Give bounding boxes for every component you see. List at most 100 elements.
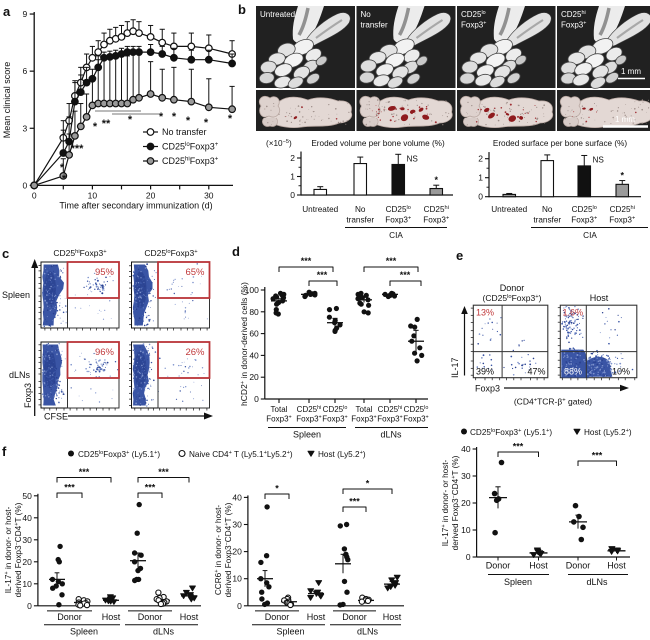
- svg-text:Eroded surface per bone surfac: Eroded surface per bone surface (%): [493, 139, 628, 148]
- svg-text:***: ***: [79, 467, 90, 477]
- svg-text:transfer: transfer: [533, 216, 561, 225]
- svg-text:Foxp3+​: Foxp3+​: [461, 21, 486, 30]
- svg-text:*: *: [172, 111, 177, 123]
- svg-text:Foxp3+​: Foxp3+​: [377, 415, 402, 424]
- svg-text:Donor: Donor: [57, 612, 82, 622]
- svg-text:dLNs: dLNs: [153, 627, 175, 637]
- svg-text:0: 0: [27, 601, 32, 611]
- svg-text:*: *: [93, 121, 98, 133]
- svg-text:***: ***: [158, 467, 169, 477]
- svg-text:CD25lo​Foxp3+​: CD25lo​Foxp3+​: [162, 141, 219, 151]
- svg-text:0: 0: [237, 601, 242, 611]
- svg-text:No: No: [355, 205, 366, 214]
- svg-text:*: *: [60, 162, 65, 174]
- svg-text:Spleen: Spleen: [2, 290, 30, 300]
- svg-text:CD25lo​Foxp3+​: CD25lo​Foxp3+​: [144, 248, 198, 258]
- svg-text:3: 3: [22, 123, 27, 133]
- svg-text:IL-17+​ in donor- or host-: IL-17+​ in donor- or host-: [4, 506, 13, 593]
- svg-text:Spleen: Spleen: [293, 430, 321, 440]
- svg-text:Host: Host: [529, 561, 548, 571]
- svg-text:30: 30: [22, 535, 32, 545]
- svg-text:1 mm: 1 mm: [615, 115, 635, 124]
- svg-text:dLNs: dLNs: [380, 430, 402, 440]
- svg-text:10: 10: [232, 574, 242, 584]
- svg-text:Donor: Donor: [566, 561, 591, 571]
- svg-text:***: ***: [513, 442, 524, 452]
- svg-text:(×10−5​): (×10−5​): [266, 139, 292, 148]
- svg-text:0: 0: [478, 192, 483, 202]
- svg-text:Foxp3: Foxp3: [23, 383, 33, 408]
- svg-text:Host: Host: [590, 293, 609, 303]
- svg-text:*: *: [186, 115, 191, 127]
- svg-text:20: 20: [22, 557, 32, 567]
- svg-text:*: *: [620, 171, 624, 181]
- svg-text:Untreated: Untreated: [260, 10, 295, 19]
- svg-text:0: 0: [32, 190, 37, 200]
- svg-text:Foxp3+​: Foxp3+​: [385, 215, 411, 224]
- svg-text:40: 40: [249, 350, 259, 360]
- svg-text:*: *: [434, 175, 438, 185]
- svg-text:***: ***: [400, 270, 411, 280]
- svg-text:***: ***: [301, 256, 312, 266]
- svg-text:Foxp3+​: Foxp3+​: [403, 415, 428, 424]
- svg-text:CD25lo​Foxp3+​ (Ly5.1+​): CD25lo​Foxp3+​ (Ly5.1+​): [78, 450, 160, 459]
- svg-text:CD25hi​Foxp3+​: CD25hi​Foxp3+​: [53, 248, 107, 258]
- svg-text:CD25hi​Foxp3+​: CD25hi​Foxp3+​: [162, 156, 219, 166]
- svg-text:NS: NS: [593, 155, 605, 164]
- svg-text:*: *: [204, 117, 209, 129]
- svg-text:No: No: [361, 10, 372, 19]
- svg-text:b: b: [238, 2, 246, 17]
- svg-text:a: a: [3, 4, 11, 19]
- svg-text:Foxp3+​: Foxp3+​: [423, 215, 449, 224]
- svg-text:30: 30: [232, 520, 242, 530]
- svg-text:Donor: Donor: [138, 612, 163, 622]
- svg-text:Untreated: Untreated: [491, 205, 527, 214]
- svg-text:CIA: CIA: [583, 231, 597, 240]
- svg-text:dLNs: dLNs: [357, 627, 379, 637]
- svg-text:6: 6: [22, 66, 27, 76]
- svg-text:CFSE: CFSE: [44, 412, 68, 422]
- svg-text:Foxp3+​: Foxp3+​: [322, 415, 347, 424]
- svg-text:Foxp3+​: Foxp3+​: [571, 215, 597, 224]
- svg-text:*: *: [228, 113, 233, 125]
- svg-text:2: 2: [478, 154, 483, 164]
- svg-text:20: 20: [249, 372, 259, 382]
- svg-text:Foxp3+​: Foxp3+​: [609, 215, 635, 224]
- svg-text:Donor: Donor: [342, 612, 367, 622]
- svg-text:CD25lo​: CD25lo​: [323, 405, 348, 414]
- svg-text:10: 10: [461, 525, 471, 535]
- svg-text:*: *: [128, 114, 133, 126]
- svg-text:30: 30: [204, 190, 214, 200]
- svg-text:Untreated: Untreated: [302, 205, 338, 214]
- svg-text:100: 100: [245, 285, 259, 295]
- svg-text:CD25lo​Foxp3+​ (Ly5.1+​): CD25lo​Foxp3+​ (Ly5.1+​): [470, 428, 552, 437]
- svg-text:c: c: [2, 246, 9, 261]
- svg-text:10%: 10%: [612, 367, 630, 377]
- svg-text:CIA: CIA: [389, 231, 403, 240]
- svg-text:Host (Ly5.2+​): Host (Ly5.2+​): [584, 428, 632, 437]
- svg-text:40: 40: [232, 492, 242, 502]
- svg-text:Foxp3+​: Foxp3+​: [561, 21, 586, 30]
- svg-text:Donor: Donor: [486, 561, 511, 571]
- svg-text:(CD25lo​Foxp3+​): (CD25lo​Foxp3+​): [483, 293, 542, 303]
- svg-text:9: 9: [22, 9, 27, 19]
- svg-text:96%: 96%: [95, 347, 115, 358]
- svg-text:CD25lo​: CD25lo​: [461, 10, 486, 19]
- svg-text:CD25hi​: CD25hi​: [297, 405, 322, 414]
- svg-text:39%: 39%: [476, 367, 494, 377]
- svg-text:Total: Total: [356, 405, 373, 414]
- svg-text:26%: 26%: [185, 347, 205, 358]
- svg-text:0: 0: [22, 180, 27, 190]
- svg-text:0: 0: [290, 190, 295, 200]
- svg-text:20: 20: [461, 498, 471, 508]
- svg-text:CCR6+​ in donor- or host-: CCR6+​ in donor- or host-: [214, 505, 223, 595]
- svg-text:CD25hi​: CD25hi​: [424, 205, 449, 214]
- svg-text:***: ***: [64, 483, 75, 493]
- svg-text:13%: 13%: [476, 308, 494, 318]
- svg-text:**: **: [102, 118, 111, 130]
- svg-text:No transfer: No transfer: [162, 127, 207, 137]
- svg-text:Spleen: Spleen: [504, 577, 532, 587]
- svg-text:f: f: [2, 444, 7, 459]
- svg-text:0: 0: [466, 552, 471, 562]
- svg-text:1.6%: 1.6%: [563, 308, 584, 318]
